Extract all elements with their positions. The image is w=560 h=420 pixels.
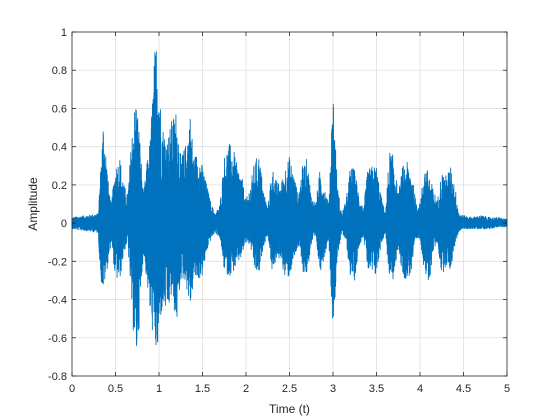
x-tick-labels: 0 0.5 1 1.5 2 2.5 3 3.5 4 4.5 5: [69, 383, 510, 395]
y-tick-label-3: -0.2: [48, 256, 67, 268]
axis-ticks: [71, 31, 508, 377]
y-tick-label-6: 0.4: [52, 142, 67, 154]
y-tick-label-5: 0.2: [52, 180, 67, 192]
x-tick-label-9: 4.5: [456, 383, 471, 395]
x-tick-label-2: 1: [156, 383, 162, 395]
y-tick-label-2: -0.4: [48, 295, 67, 307]
x-tick-label-8: 4: [417, 383, 423, 395]
x-tick-label-4: 2: [243, 383, 249, 395]
x-tick-label-0: 0: [69, 383, 75, 395]
signal-line: [71, 51, 508, 347]
y-tick-label-7: 0.6: [52, 103, 67, 115]
x-tick-label-6: 3: [330, 383, 336, 395]
x-tick-label-7: 3.5: [369, 383, 384, 395]
y-tick-label-8: 0.8: [52, 65, 67, 77]
y-tick-label-1: -0.6: [48, 333, 67, 345]
x-tick-label-3: 1.5: [195, 383, 210, 395]
y-tick-label-4: 0: [61, 218, 67, 230]
y-tick-label-9: 1: [61, 27, 67, 39]
x-tick-label-1: 0.5: [108, 383, 123, 395]
x-tick-label-5: 2.5: [282, 383, 297, 395]
signal-series: [71, 51, 508, 347]
y-axis-label: Amplitude: [26, 177, 40, 231]
y-tick-labels: -0.8 -0.6 -0.4 -0.2 0 0.2 0.4 0.6 0.8 1: [48, 27, 67, 383]
y-tick-label-0: -0.8: [48, 371, 67, 383]
x-tick-label-10: 5: [504, 383, 510, 395]
x-axis-label: Time (t): [269, 402, 310, 416]
